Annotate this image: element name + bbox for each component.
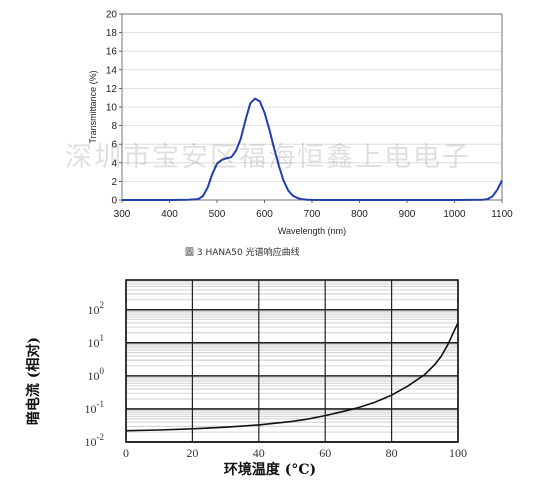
x-tick-label: 900 [399,209,416,220]
y-tick-exponent: -1 [97,399,105,409]
y-tick-label: 16 [106,47,118,58]
y-tick-label: 101 [88,333,105,350]
x-tick-label: 800 [351,209,368,220]
x-tick-label: 300 [114,209,131,220]
y-axis-title: Transmittance (%) [88,70,98,143]
x-tick-label: 500 [209,209,226,220]
y-tick-label: 8 [111,121,117,132]
transmittance-chart: 0 2 4 6 8 10 12 14 16 18 20 300 400 500 600 700 800 900 10… [88,10,513,259]
plot-area [126,280,458,442]
x-tick-label: 60 [319,446,331,460]
y-tick-label: 18 [106,28,118,39]
y-tick-label: 12 [106,84,118,95]
y-tick-base: 10 [88,369,100,383]
y-tick-label: 14 [106,65,118,76]
x-tick-label: 20 [186,446,198,460]
transmittance-curve [122,97,503,201]
y-tick-label: 10-2 [85,432,105,449]
y-tick-base: 10 [88,336,100,350]
watermark-text: 深圳市宝安区福海恒鑫上电电子 [65,142,471,173]
figure-caption: 圖 3 HANA50 光谱响应曲线 [185,246,300,258]
y-tick-base: 10 [85,435,97,449]
y-tick-base: 10 [85,402,97,416]
x-tick-label: 1100 [491,209,513,220]
x-tick-label: 40 [253,446,265,460]
y-tick-label: 10-1 [85,399,105,416]
x-tick-label: 80 [386,446,398,460]
plot-frame [125,279,459,443]
y-axis-title: 暗电流 (相对) [25,337,42,425]
y-tick-exponent: 2 [100,300,105,310]
y-tick-exponent: 0 [100,366,105,376]
y-tick-label: 4 [111,158,117,169]
x-tick-label: 600 [256,209,273,220]
dark-current-curve [125,322,459,432]
y-tick-base: 10 [88,303,100,317]
x-tick-label: 0 [123,446,129,460]
y-tick-exponent: -2 [97,432,105,442]
x-tick-label: 400 [161,209,178,220]
y-tick-label: 20 [106,10,118,21]
y-tick-exponent: 1 [100,333,105,343]
y-tick-label: 2 [111,177,117,188]
x-tick-label: 1000 [443,209,466,220]
x-axis-title: 环境温度 (°C) [224,461,316,478]
x-axis-title: Wavelength (nm) [278,226,346,236]
y-tick-label: 6 [111,140,117,151]
y-tick-label: 0 [111,196,117,207]
y-tick-label: 102 [88,300,105,317]
y-tick-label: 10 [106,103,118,114]
x-tick-label: 700 [304,209,321,220]
y-tick-label: 100 [88,366,105,383]
x-tick-label: 100 [449,446,467,460]
